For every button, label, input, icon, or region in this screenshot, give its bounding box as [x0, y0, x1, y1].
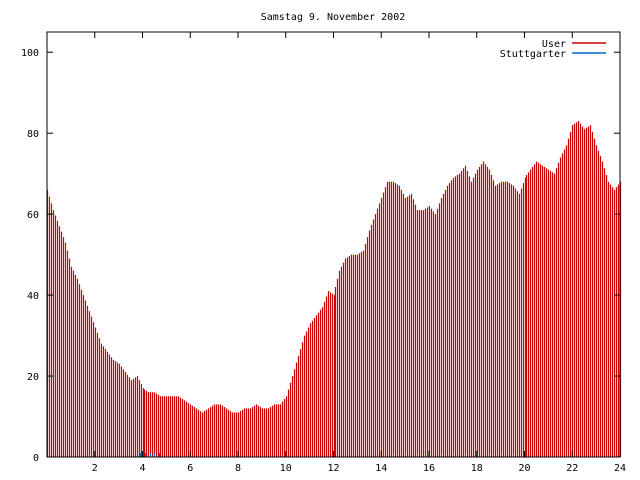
- series-stuttgarter-bars: [140, 452, 514, 457]
- legend: User Stuttgarter: [500, 39, 606, 60]
- y-tick-label: 40: [27, 291, 39, 302]
- y-axis: 0 20 40 60 80 100: [21, 48, 620, 464]
- y-tick-label: 20: [27, 372, 39, 383]
- series-user-bars: [46, 121, 622, 457]
- x-tick-label: 24: [614, 463, 626, 474]
- x-tick-label: 22: [566, 463, 578, 474]
- x-axis: 2 4 6 8 10 12 14 16 18 20 22 24: [92, 32, 626, 474]
- x-tick-label: 18: [471, 463, 483, 474]
- y-tick-label: 100: [21, 48, 39, 59]
- x-tick-label: 8: [235, 463, 241, 474]
- y-tick-label: 0: [33, 453, 39, 464]
- x-tick-label: 2: [92, 463, 98, 474]
- x-tick-label: 10: [280, 463, 292, 474]
- y-tick-label: 60: [27, 210, 39, 221]
- legend-stuttgarter-label: Stuttgarter: [500, 49, 566, 60]
- x-tick-label: 12: [327, 463, 339, 474]
- x-tick-label: 20: [518, 463, 530, 474]
- legend-user-label: User: [542, 39, 566, 50]
- x-tick-label: 16: [423, 463, 435, 474]
- x-tick-label: 6: [187, 463, 193, 474]
- x-tick-label: 14: [375, 463, 387, 474]
- y-tick-label: 80: [27, 129, 39, 140]
- chart-title: Samstag 9. November 2002: [261, 12, 406, 23]
- x-tick-label: 4: [139, 463, 145, 474]
